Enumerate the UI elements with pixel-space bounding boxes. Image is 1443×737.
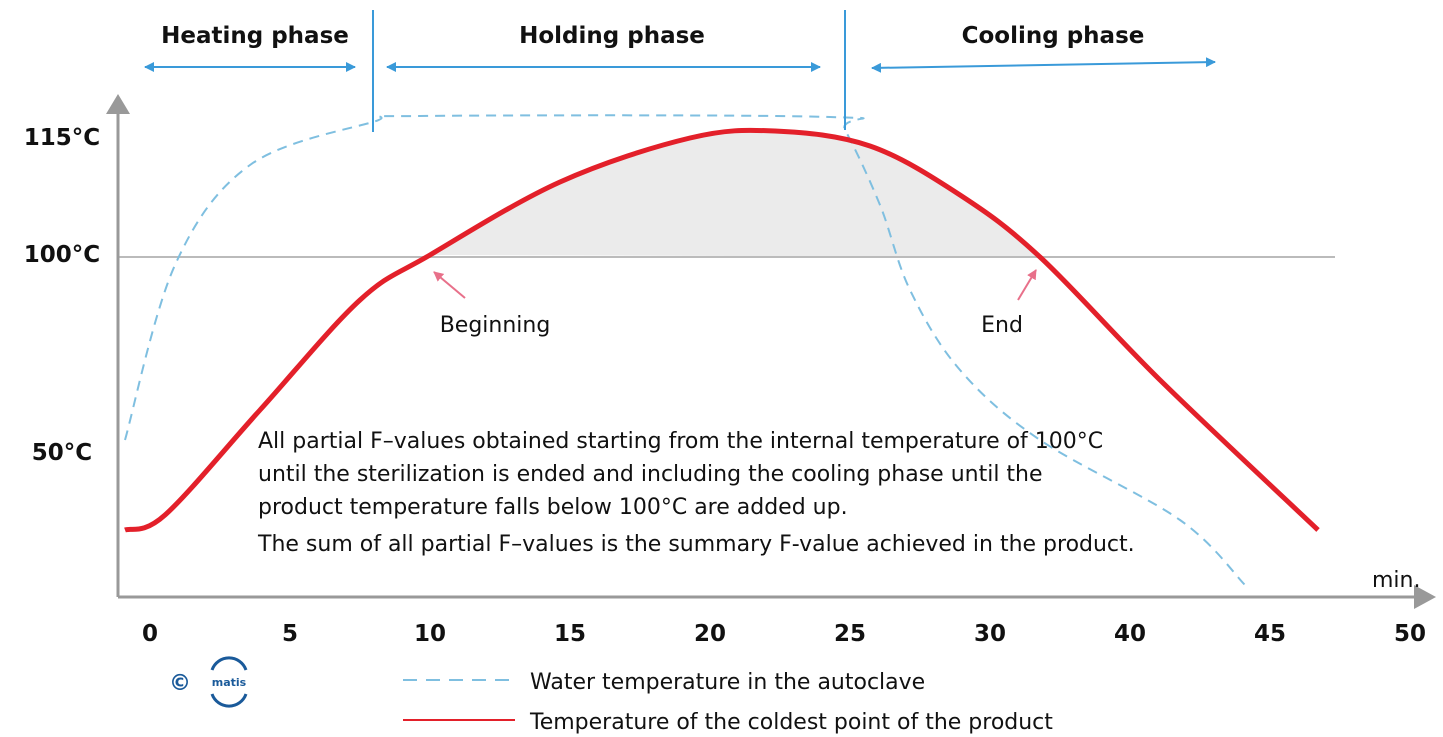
annotation: End xyxy=(981,313,1023,338)
note-line: The sum of all partial F–values is the s… xyxy=(257,532,1135,557)
x-tick-label: 15 xyxy=(554,621,586,647)
note-line: product temperature falls below 100°C ar… xyxy=(258,495,848,520)
x-axis-arrow xyxy=(1414,585,1436,609)
annotation-arrow xyxy=(433,271,466,299)
x-tick-label: 50 xyxy=(1394,621,1426,647)
copyright: © xyxy=(169,671,191,696)
x-tick-label: 30 xyxy=(974,621,1006,647)
f-value-area xyxy=(430,130,1040,257)
x-tick-label: 10 xyxy=(414,621,446,647)
logo: matis xyxy=(212,676,247,689)
note-line: until the sterilization is ended and inc… xyxy=(258,462,1043,487)
y-tick-label: 100°C xyxy=(24,242,100,268)
y-axis-arrow xyxy=(106,94,130,114)
y-tick-label: 50°C xyxy=(32,440,92,466)
annotation: Beginning xyxy=(440,313,551,338)
phase-label: Heating phase xyxy=(161,23,349,49)
legend-label: Temperature of the coldest point of the … xyxy=(529,710,1053,735)
phase-arrow xyxy=(871,57,1216,73)
x-tick-label: 5 xyxy=(282,621,298,647)
note-line: All partial F–values obtained starting f… xyxy=(258,429,1103,454)
x-tick-label: 20 xyxy=(694,621,726,647)
phase-label: Cooling phase xyxy=(962,23,1145,49)
product-curve xyxy=(124,127,1320,533)
x-unit: min. xyxy=(1372,568,1420,593)
legend-label: Water temperature in the autoclave xyxy=(530,670,925,695)
annotation-arrow xyxy=(1017,269,1037,301)
logo-ring xyxy=(210,656,248,708)
x-tick-label: 0 xyxy=(142,621,158,647)
x-tick-label: 40 xyxy=(1114,621,1146,647)
y-tick-label: 115°C xyxy=(24,125,100,151)
water-curve xyxy=(124,114,1246,586)
x-tick-label: 25 xyxy=(834,621,866,647)
phase-label: Holding phase xyxy=(519,23,705,49)
x-tick-label: 45 xyxy=(1254,621,1286,647)
